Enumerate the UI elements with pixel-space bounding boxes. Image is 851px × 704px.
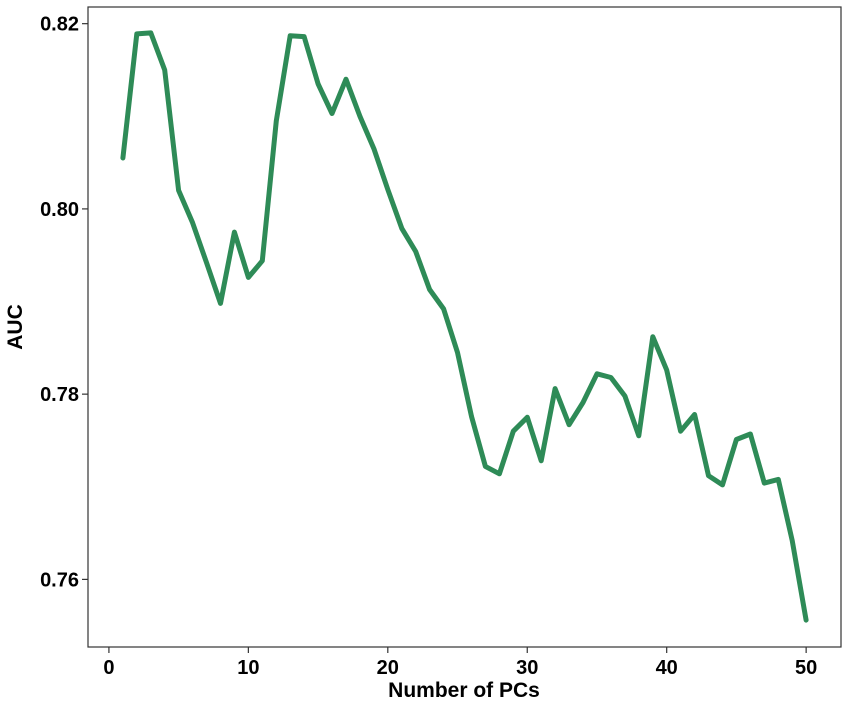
y-axis-ticks: 0.76 0.78 0.80 0.82 [40, 14, 88, 591]
auc-data-point [373, 148, 375, 150]
auc-data-point [457, 351, 459, 353]
auc-data-point [749, 433, 751, 435]
auc-data-point [247, 276, 249, 278]
auc-data-point [512, 430, 514, 432]
auc-series-line [120, 30, 809, 623]
x-tick-label: 50 [795, 657, 817, 679]
auc-data-point [261, 260, 263, 262]
auc-data-point [429, 288, 431, 290]
auc-data-point [359, 115, 361, 117]
auc-data-point [582, 401, 584, 403]
auc-data-point [624, 395, 626, 397]
auc-data-point [554, 388, 556, 390]
auc-data-point [680, 430, 682, 432]
auc-data-point [540, 460, 542, 462]
auc-data-point [331, 113, 333, 115]
auc-data-point [219, 302, 221, 304]
auc-data-point [777, 478, 779, 480]
plot-panel [87, 6, 842, 648]
y-axis-title: AUC [4, 304, 27, 350]
y-tick-label: 0.80 [40, 199, 79, 221]
x-tick-label: 0 [103, 657, 114, 679]
x-tick-label: 10 [237, 657, 259, 679]
auc-data-point [638, 435, 640, 437]
auc-data-point [735, 439, 737, 441]
auc-data-point [150, 32, 152, 34]
auc-data-point [289, 35, 291, 37]
auc-data-point [317, 83, 319, 85]
auc-data-point [345, 78, 347, 80]
auc-data-point [303, 36, 305, 38]
auc-data-point [484, 465, 486, 467]
auc-data-point [206, 262, 208, 264]
x-axis-ticks: 0 10 20 30 40 50 [103, 647, 817, 679]
series-layer [120, 30, 809, 623]
auc-data-point [275, 120, 277, 122]
x-axis-title: Number of PCs [388, 679, 540, 702]
y-tick-label: 0.82 [40, 14, 79, 36]
x-tick-label: 30 [516, 657, 538, 679]
auc-data-point [233, 231, 235, 233]
auc-data-point [470, 415, 472, 417]
auc-data-point [401, 227, 403, 229]
auc-data-point [791, 539, 793, 541]
auc-data-point [610, 376, 612, 378]
y-tick-label: 0.78 [40, 384, 79, 406]
x-tick-label: 20 [377, 657, 399, 679]
auc-data-point [164, 69, 166, 71]
auc-data-point [178, 189, 180, 191]
auc-data-point [498, 473, 500, 475]
x-tick-label: 40 [656, 657, 678, 679]
auc-data-point [694, 414, 696, 416]
auc-data-point [122, 157, 124, 159]
auc-data-point [136, 33, 138, 35]
auc-data-point [708, 475, 710, 477]
auc-data-point [568, 424, 570, 426]
auc-data-point [805, 619, 807, 621]
auc-data-point [526, 416, 528, 418]
auc-data-point [652, 336, 654, 338]
auc-data-point [666, 369, 668, 371]
auc-data-point [763, 482, 765, 484]
y-tick-label: 0.76 [40, 569, 79, 591]
auc-data-point [415, 251, 417, 253]
auc-data-point [192, 222, 194, 224]
auc-data-point [387, 188, 389, 190]
auc-data-point [596, 373, 598, 375]
auc-data-point [443, 308, 445, 310]
auc-data-point [721, 484, 723, 486]
